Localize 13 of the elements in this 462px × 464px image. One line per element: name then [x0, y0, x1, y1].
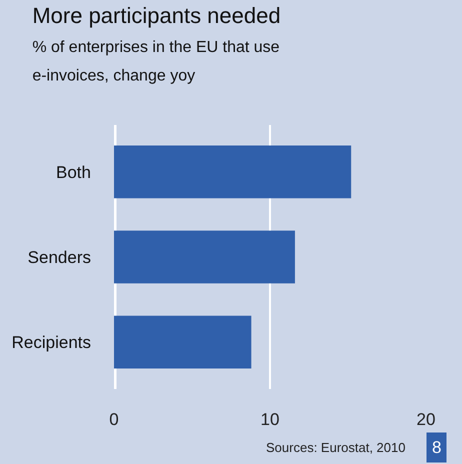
- bar: [114, 145, 352, 198]
- x-tick-label: 20: [416, 410, 436, 429]
- y-tick-label: Recipients: [12, 333, 91, 352]
- x-tick-label: 0: [109, 410, 119, 429]
- source-note: Sources: Eurostat, 2010: [266, 440, 406, 455]
- y-tick-label: Senders: [28, 248, 91, 267]
- bar: [114, 230, 295, 284]
- x-tick-label: 10: [260, 410, 280, 429]
- chart-title: More participants needed: [32, 3, 281, 28]
- bar: [114, 316, 252, 369]
- text: 8: [432, 438, 442, 457]
- chart-subtitle: % of enterprises in the EU that use e-invoices, change yoy: [32, 38, 280, 84]
- y-tick-label: Both: [56, 162, 91, 182]
